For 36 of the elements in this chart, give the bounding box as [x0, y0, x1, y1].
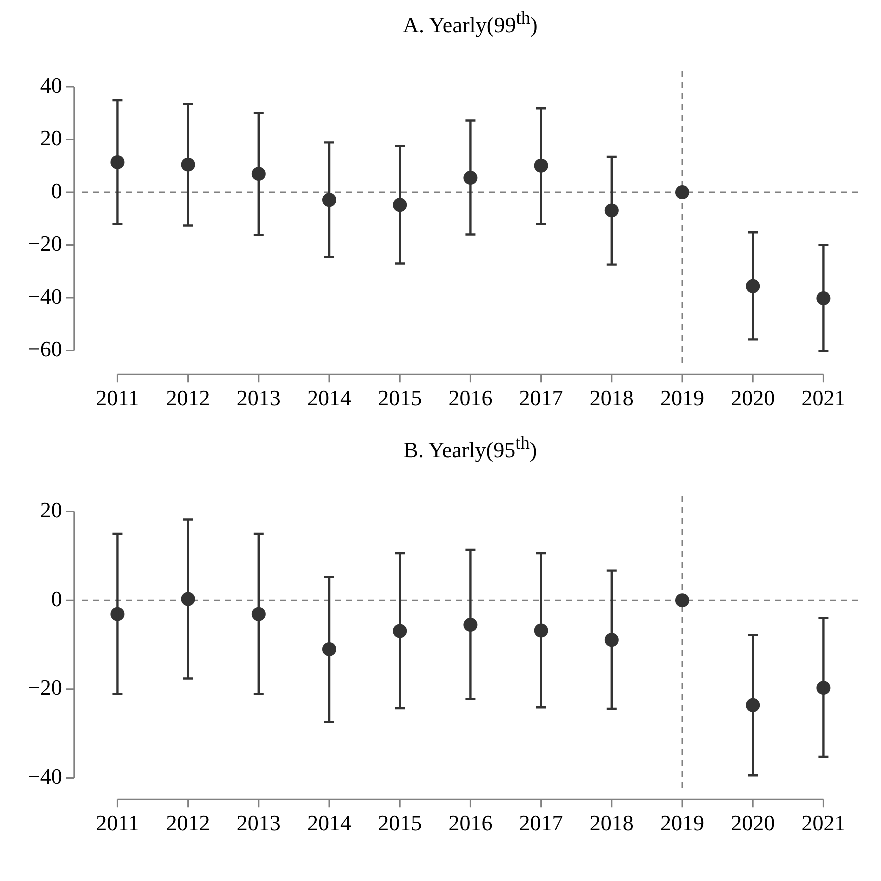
x-tick-label: 2019 — [660, 810, 704, 836]
x-tick-label: 2012 — [166, 386, 210, 411]
y-tick-label: 0 — [51, 586, 62, 612]
x-tick-label: 2012 — [166, 810, 210, 836]
y-tick-label: −60 — [28, 336, 62, 362]
x-tick-label: 2013 — [236, 386, 281, 411]
x-tick-label: 2018 — [590, 386, 634, 411]
x-tick-label: 2020 — [731, 386, 776, 411]
x-tick-label: 2016 — [448, 810, 493, 836]
x-tick-label: 2017 — [519, 386, 564, 411]
x-tick-label: 2014 — [308, 810, 352, 836]
x-tick-label: 2013 — [236, 810, 281, 836]
x-tick-label: 2021 — [802, 386, 846, 411]
y-tick-label: 20 — [40, 498, 62, 523]
point — [676, 186, 690, 200]
chart-title: A. Yearly(99$^{th}$) — [402, 8, 539, 38]
x-tick-label: 2014 — [308, 386, 352, 411]
y-tick-label: −20 — [28, 231, 62, 256]
point — [676, 594, 690, 608]
x-tick-label: 2015 — [378, 386, 422, 411]
y-tick-label: 20 — [40, 126, 62, 151]
y-tick-label: 40 — [40, 72, 62, 98]
x-tick-label: 2016 — [448, 386, 493, 411]
x-tick-label: 2021 — [802, 810, 846, 836]
y-tick-label: −40 — [28, 284, 62, 309]
chart-title: B. Yearly(95$^{th}$) — [402, 433, 538, 463]
x-tick-label: 2018 — [590, 810, 634, 836]
x-tick-label: 2011 — [96, 810, 140, 836]
x-tick-label: 2020 — [731, 810, 776, 836]
y-tick-label: −40 — [28, 764, 62, 790]
x-tick-label: 2019 — [660, 386, 704, 411]
y-tick-label: 0 — [51, 178, 62, 204]
x-tick-label: 2011 — [96, 386, 140, 411]
y-tick-label: −20 — [28, 675, 62, 700]
x-tick-label: 2015 — [378, 810, 422, 836]
x-tick-label: 2017 — [519, 810, 564, 836]
